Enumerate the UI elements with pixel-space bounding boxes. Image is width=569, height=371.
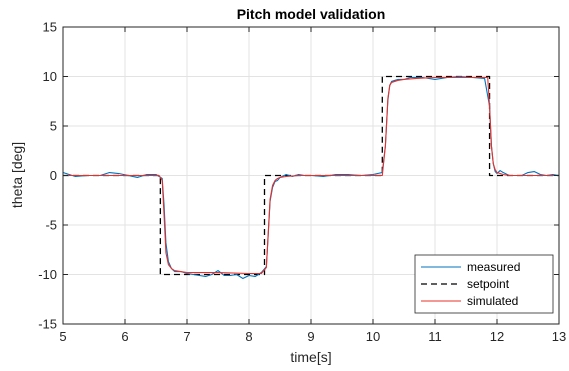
y-axis-label: theta [deg] [9, 142, 25, 208]
y-tick-label: 15 [43, 20, 57, 35]
y-tick-label: 10 [43, 69, 57, 84]
x-tick-label: 10 [366, 329, 380, 344]
x-tick-label: 5 [59, 329, 66, 344]
y-tick-label: 5 [50, 119, 57, 134]
legend: measured setpoint simulated [414, 254, 554, 314]
series-line-simulated [63, 76, 559, 275]
y-tick-label: -15 [38, 317, 57, 332]
series-line-setpoint [63, 75, 559, 276]
series-layer [62, 75, 560, 280]
x-tick-label: 8 [245, 329, 252, 344]
y-tick-label: -5 [45, 218, 57, 233]
x-tick-label: 7 [183, 329, 190, 344]
y-tick-label: 0 [50, 168, 57, 183]
x-axis-label: time[s] [290, 349, 331, 365]
x-tick-label: 13 [552, 329, 566, 344]
ticks [62, 26, 560, 325]
tick-labels: 5 6 7 8 9 10 11 12 13 -15 -10 -5 0 5 10 15 [38, 20, 566, 345]
legend-label-measured: measured [467, 260, 520, 274]
x-tick-label: 9 [307, 329, 314, 344]
x-tick-label: 12 [490, 329, 504, 344]
chart-title: Pitch model validation [237, 6, 386, 22]
legend-box [414, 254, 554, 314]
y-tick-label: -10 [38, 267, 57, 282]
x-tick-label: 11 [428, 329, 442, 344]
legend-label-setpoint: setpoint [467, 277, 510, 291]
legend-label-simulated: simulated [467, 294, 518, 308]
x-tick-label: 6 [121, 329, 128, 344]
